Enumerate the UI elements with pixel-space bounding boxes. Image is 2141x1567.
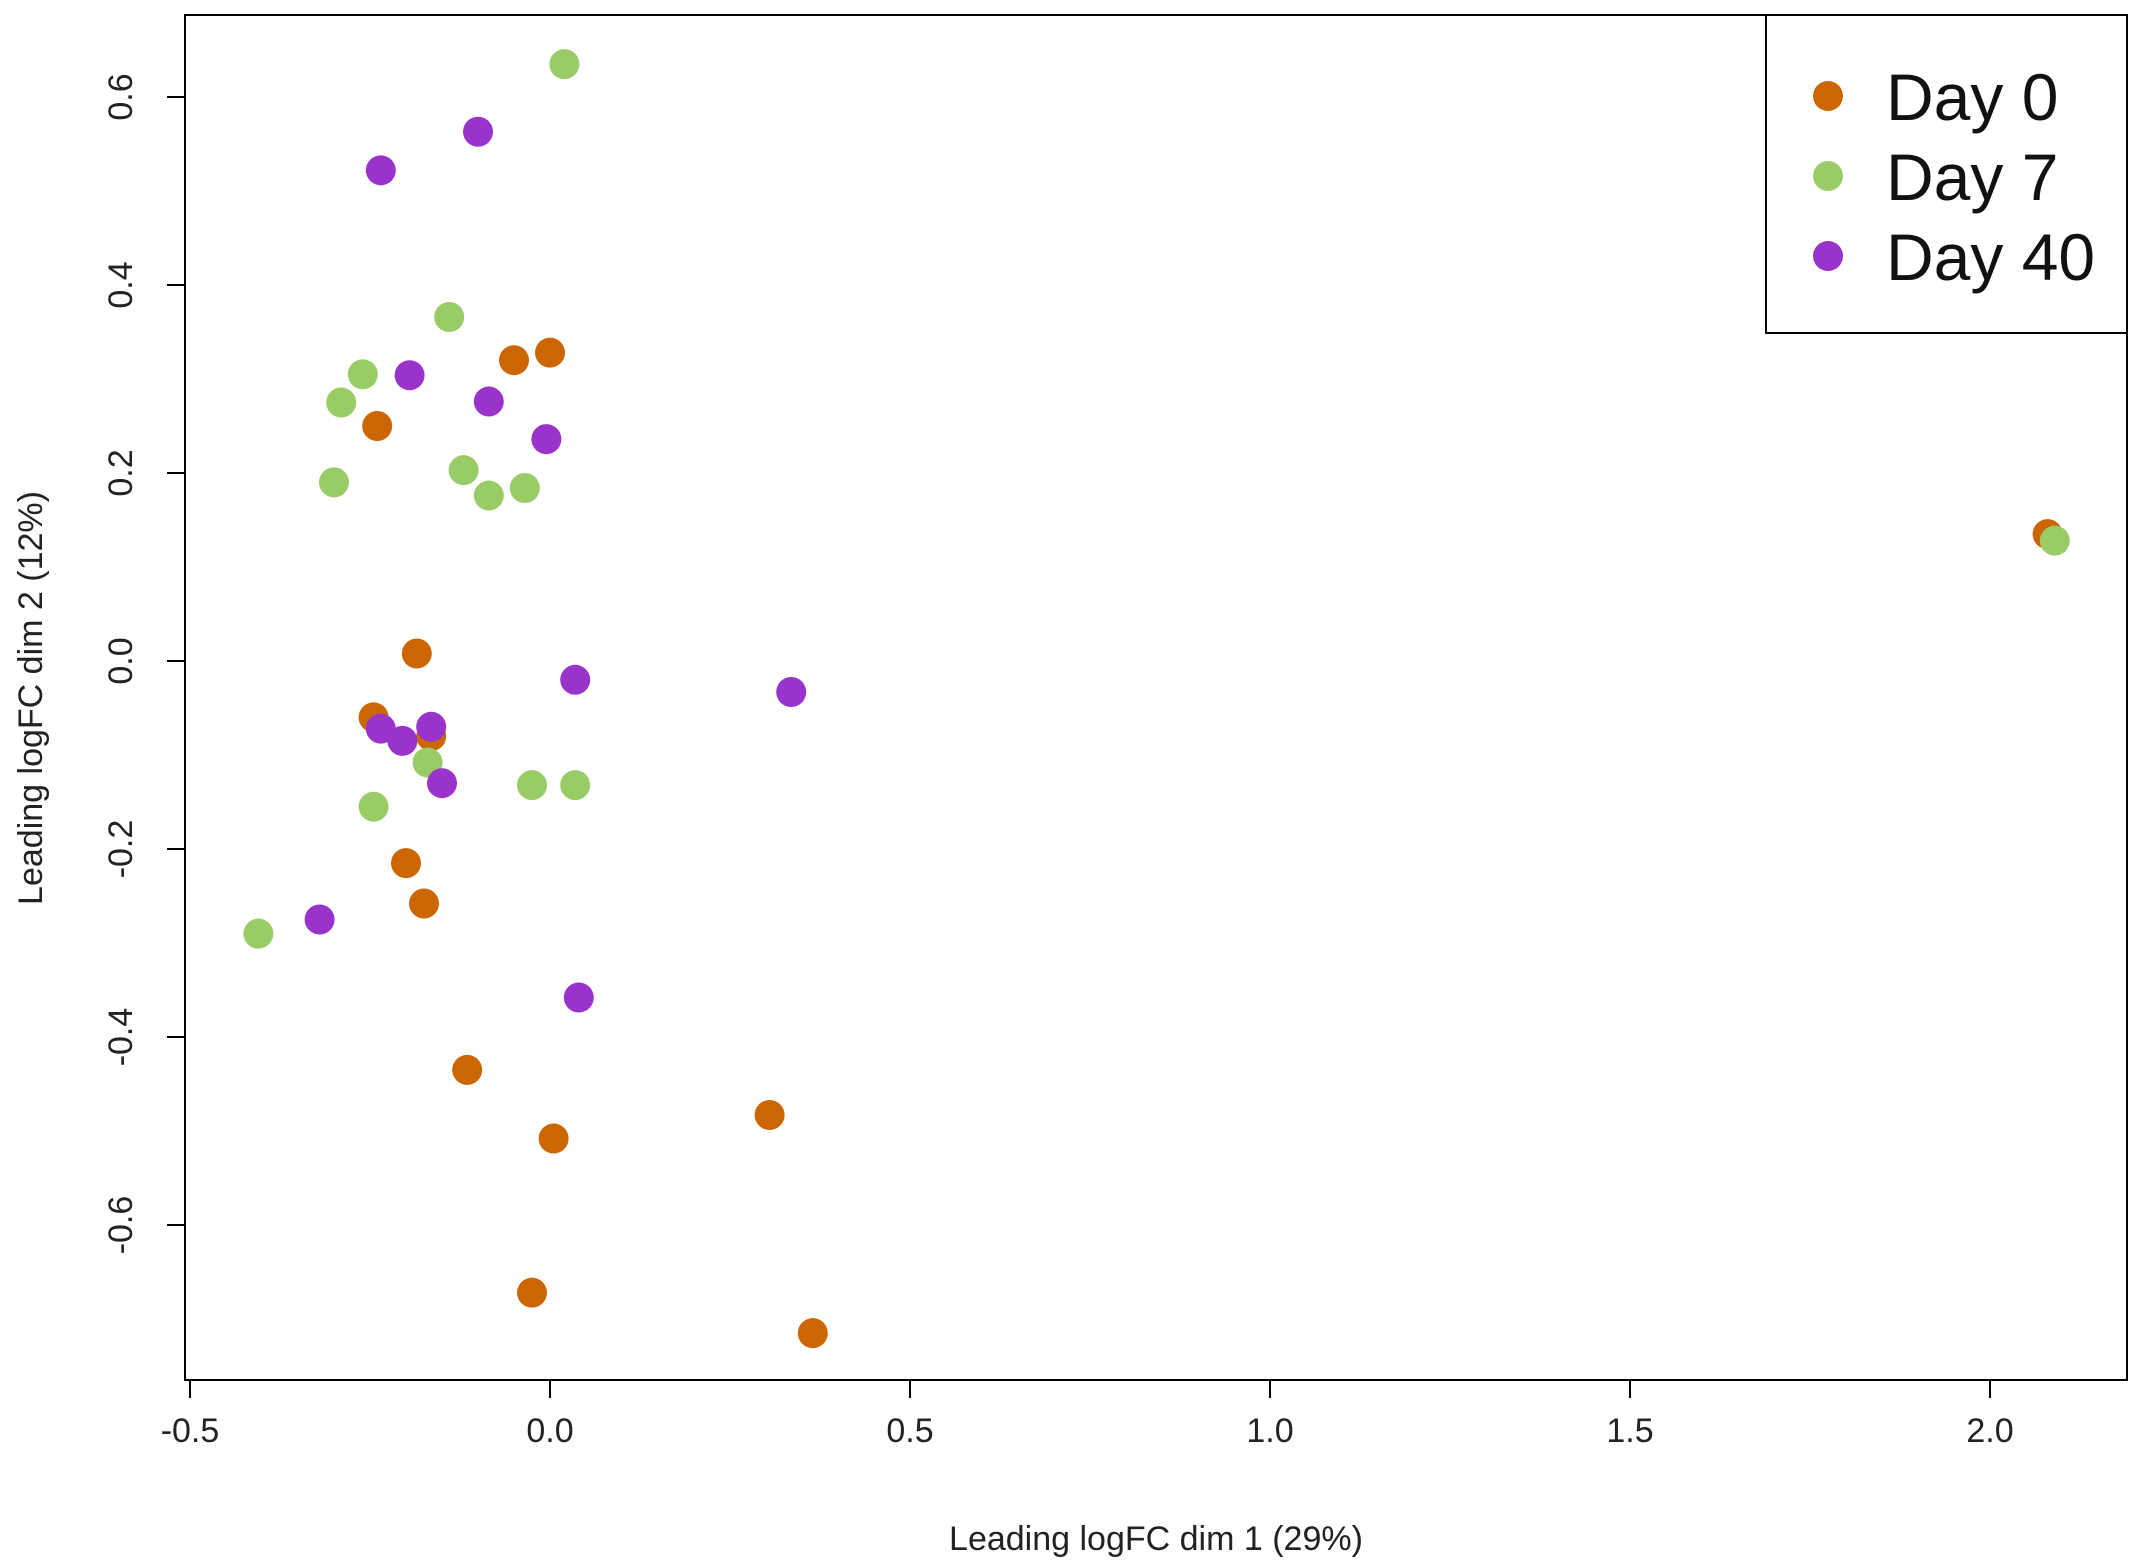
- x-tick-label: 2.0: [1966, 1412, 2013, 1450]
- x-tick-label: 1.5: [1606, 1412, 1653, 1450]
- data-point: [560, 664, 591, 695]
- data-point: [531, 424, 562, 455]
- series-day-7: [243, 49, 2070, 949]
- data-point: [362, 411, 393, 441]
- data-point: [538, 1123, 569, 1154]
- data-point: [452, 1054, 483, 1085]
- data-point: [797, 1318, 828, 1349]
- data-point: [427, 768, 457, 799]
- data-point: [319, 467, 349, 498]
- legend-marker: [1813, 81, 1843, 111]
- data-point: [434, 301, 465, 332]
- data-point: [394, 360, 425, 391]
- legend-marker: [1813, 161, 1843, 191]
- x-tick-label: 0.0: [526, 1412, 573, 1450]
- data-point: [473, 386, 504, 417]
- legend-label: Day 7: [1886, 140, 2058, 214]
- series-day-40: [304, 116, 807, 1013]
- x-axis: -0.5 0.0 0.5 1.0 1.5 2.0: [161, 1379, 2014, 1450]
- series-day-0: [358, 337, 2063, 1349]
- y-axis: -0.6 -0.4 -0.2 0.0 0.2 0.4 0.6: [102, 73, 186, 1255]
- data-point: [416, 711, 447, 742]
- x-tick-label: -0.5: [161, 1412, 220, 1450]
- data-point: [243, 918, 274, 949]
- data-point: [304, 904, 335, 935]
- data-point: [473, 480, 504, 511]
- data-point: [535, 337, 565, 368]
- y-tick-label: -0.6: [102, 1196, 140, 1255]
- data-point: [2039, 525, 2070, 556]
- data-point: [391, 848, 421, 879]
- data-point: [326, 387, 357, 418]
- data-point: [776, 677, 807, 708]
- legend-label: Day 0: [1886, 60, 2058, 134]
- data-point: [563, 982, 594, 1013]
- data-point: [463, 116, 493, 147]
- y-tick-label: 0.4: [102, 261, 140, 308]
- x-tick-label: 1.0: [1246, 1412, 1293, 1450]
- y-axis-title: Leading logFC dim 2 (12%): [12, 491, 50, 905]
- y-tick-label: -0.2: [102, 820, 140, 879]
- y-tick-label: 0.0: [102, 637, 140, 684]
- y-tick-label: 0.2: [102, 449, 140, 496]
- y-tick-label: -0.4: [102, 1008, 140, 1067]
- x-tick-label: 0.5: [886, 1412, 933, 1450]
- data-point: [754, 1100, 785, 1131]
- data-point: [448, 455, 479, 486]
- data-point: [409, 888, 439, 919]
- data-point: [401, 638, 432, 669]
- data-point: [517, 770, 547, 801]
- data-point: [549, 49, 580, 80]
- data-point: [499, 345, 529, 376]
- data-point: [365, 155, 396, 186]
- legend-label: Day 40: [1886, 220, 2095, 294]
- data-point: [387, 725, 418, 756]
- data-point: [560, 770, 591, 801]
- data-points: [243, 49, 2070, 1349]
- legend-marker: [1813, 241, 1843, 271]
- data-point: [358, 791, 389, 822]
- data-point: [517, 1277, 547, 1308]
- data-point: [347, 359, 378, 390]
- data-point: [509, 473, 540, 504]
- y-tick-label: 0.6: [102, 73, 140, 120]
- x-axis-title: Leading logFC dim 1 (29%): [949, 1520, 1363, 1558]
